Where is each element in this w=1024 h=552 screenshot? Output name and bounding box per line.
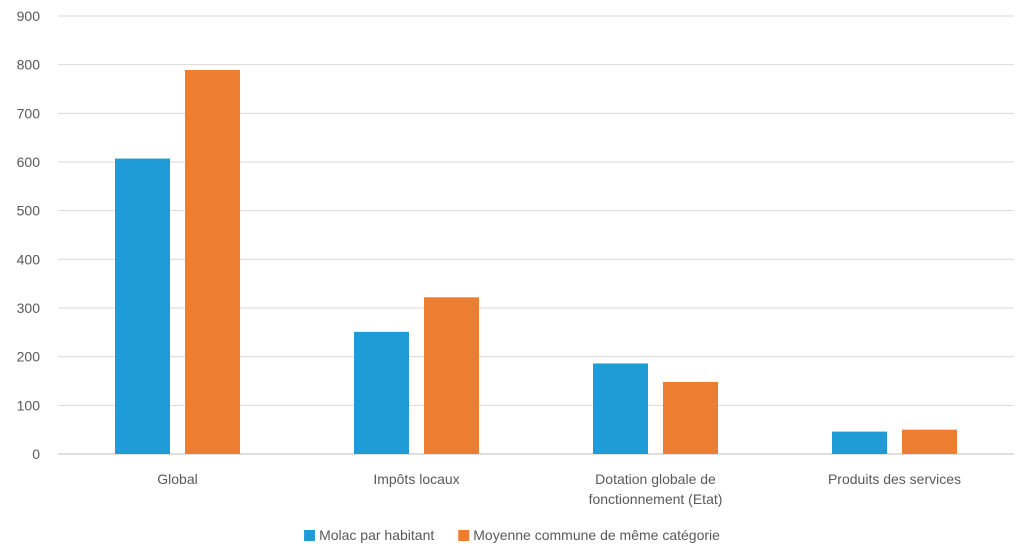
x-category-label: Global (157, 471, 197, 487)
x-category-label-line: Global (157, 471, 197, 487)
bars (115, 70, 957, 455)
bar (354, 331, 409, 454)
y-tick-label: 300 (17, 300, 41, 316)
legend-item: Moyenne commune de même catégorie (458, 527, 720, 543)
y-tick-label: 700 (17, 105, 41, 121)
x-category-label-line: fonctionnement (Etat) (589, 491, 723, 507)
x-category-label: Produits des services (828, 471, 961, 487)
x-axis-categories: Global Impôts locaux Dotation globale de fo… (157, 471, 961, 507)
legend-swatch (458, 530, 470, 541)
y-tick-label: 200 (17, 349, 41, 365)
y-tick-label: 600 (17, 154, 41, 170)
x-category-label-line: Impôts locaux (373, 471, 459, 487)
y-tick-label: 0 (32, 446, 40, 462)
legend-label: Molac par habitant (319, 527, 434, 543)
y-tick-label: 400 (17, 251, 41, 267)
bar (832, 431, 887, 454)
legend-swatch (304, 530, 316, 541)
x-category-label-line: Dotation globale de (595, 471, 716, 487)
x-category-label: Dotation globale de fonctionnement (Etat) (589, 471, 723, 507)
x-category-label-line: Produits des services (828, 471, 961, 487)
y-tick-label: 900 (17, 8, 41, 24)
legend-label: Moyenne commune de même catégorie (473, 527, 720, 543)
x-category-label: Impôts locaux (373, 471, 459, 487)
bar (115, 158, 170, 455)
bar (663, 381, 718, 454)
bar (424, 297, 479, 454)
y-tick-label: 500 (17, 203, 41, 219)
bar (593, 363, 648, 454)
legend: Molac par habitant Moyenne commune de mêm… (304, 527, 720, 543)
legend-item: Molac par habitant (304, 527, 434, 543)
bar (185, 70, 240, 455)
bar (902, 429, 957, 454)
y-axis-ticks: 0 100 200 300 400 500 600 700 800 900 (17, 8, 41, 462)
y-tick-label: 100 (17, 397, 41, 413)
y-tick-label: 800 (17, 57, 41, 73)
